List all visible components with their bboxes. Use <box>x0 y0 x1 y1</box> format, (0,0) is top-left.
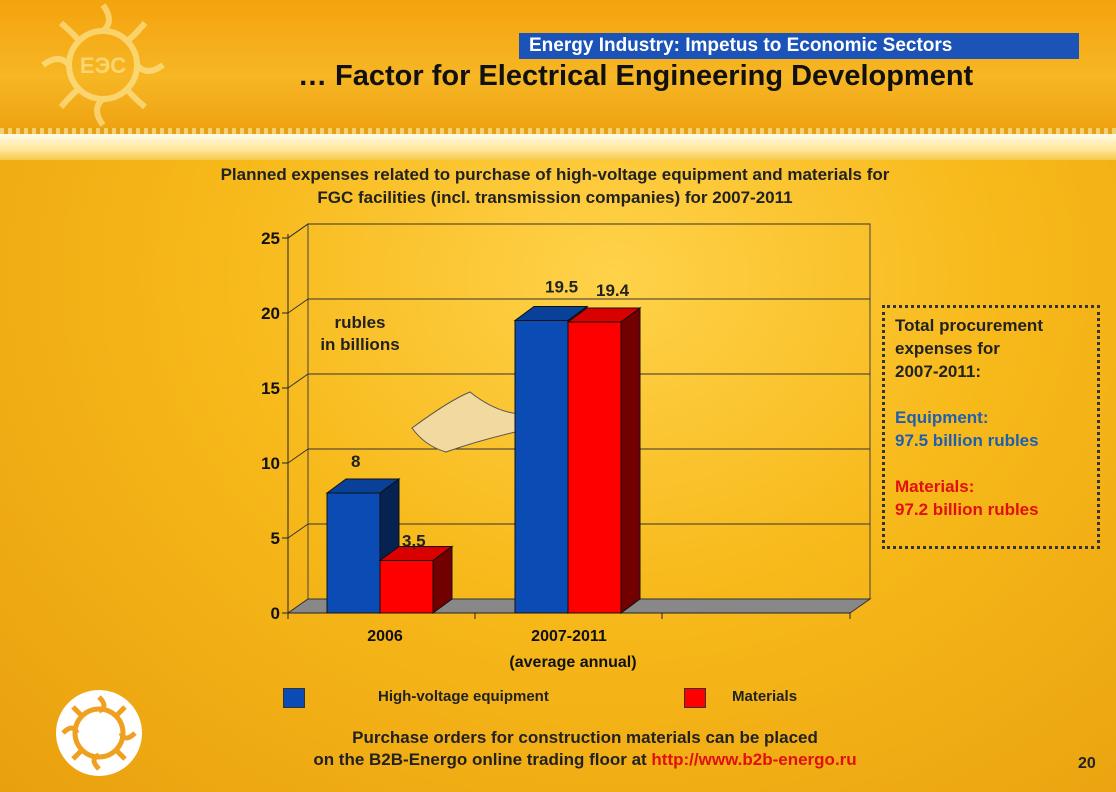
bar-materials <box>379 560 434 614</box>
gridline-side <box>287 223 309 239</box>
bar-value-label: 8 <box>351 452 360 471</box>
header-divider-strip <box>0 134 1116 160</box>
procurement-summary-box: Total procurement expenses for 2007-2011… <box>882 305 1100 549</box>
bar-value-label: 19.5 <box>545 278 578 297</box>
gridline-side <box>287 298 309 314</box>
summary-materials-value: 97.2 billion rubles <box>895 500 1039 519</box>
unit-label-line2: in billions <box>320 335 400 354</box>
chart-side-wall <box>287 223 309 614</box>
legend-label-equipment: High-voltage equipment <box>378 688 549 705</box>
company-logo <box>56 690 142 776</box>
sun-logo-watermark: ЕЭС <box>41 3 165 127</box>
footer-line1: Purchase orders for construction materia… <box>352 728 818 747</box>
chart-title: Planned expenses related to purchase of … <box>100 163 1010 209</box>
bar-equipment <box>326 492 381 614</box>
footer-note: Purchase orders for construction materia… <box>200 727 970 771</box>
bar-materials <box>567 321 622 614</box>
gridline-side <box>287 448 309 464</box>
y-tick-label: 0 <box>271 604 280 623</box>
summary-materials-label: Materials: <box>895 477 975 496</box>
bar-value-label: 19.4 <box>596 281 630 300</box>
chart-title-line1: Planned expenses related to purchase of … <box>220 165 890 184</box>
x-category-label: 2007-2011 <box>531 628 607 645</box>
gridline-side <box>287 373 309 389</box>
x-category-label: 2006 <box>367 628 403 645</box>
svg-text:ЕЭС: ЕЭС <box>80 53 126 78</box>
summary-equipment-label: Equipment: <box>895 408 989 427</box>
legend-swatch-materials <box>684 688 706 708</box>
header-band <box>0 0 1116 134</box>
legend-label-materials: Materials <box>732 688 798 705</box>
unit-label-line1: rubles <box>334 313 386 332</box>
page-number: 20 <box>1078 755 1096 772</box>
company-logo-icon <box>61 695 137 771</box>
gridline-side <box>287 523 309 539</box>
y-tick-label: 5 <box>271 529 280 548</box>
summary-equipment-value: 97.5 billion rubles <box>895 431 1039 450</box>
bar-side-face <box>620 307 641 614</box>
y-tick-label: 10 <box>261 454 280 473</box>
y-tick-label: 25 <box>261 229 280 248</box>
summary-heading-line2: expenses for <box>895 339 1000 358</box>
page-title: … Factor for Electrical Engineering Deve… <box>298 60 974 92</box>
chart-title-line2: FGC facilities (incl. transmission compa… <box>317 188 793 207</box>
footer-line2-text: on the B2B-Energo online trading floor a… <box>313 750 652 769</box>
summary-heading-line1: Total procurement <box>895 316 1043 335</box>
bar-side-face <box>432 545 453 614</box>
b2b-energo-link[interactable]: http://www.b2b-energo.ru <box>651 750 857 769</box>
unit-label: rubles in billions <box>300 312 420 356</box>
y-tick-label: 15 <box>261 379 280 398</box>
summary-heading-line3: 2007-2011: <box>895 362 982 381</box>
growth-arrow <box>411 391 525 453</box>
footer-line2: on the B2B-Energo online trading floor a… <box>200 749 970 771</box>
x-category-sublabel: (average annual) <box>509 654 636 671</box>
legend-swatch-equipment <box>283 688 305 708</box>
bar-value-label: 3,5 <box>402 532 426 551</box>
y-tick-label: 20 <box>261 304 280 323</box>
bar-equipment <box>514 320 569 614</box>
section-banner: Energy Industry: Impetus to Economic Sec… <box>519 33 1079 59</box>
